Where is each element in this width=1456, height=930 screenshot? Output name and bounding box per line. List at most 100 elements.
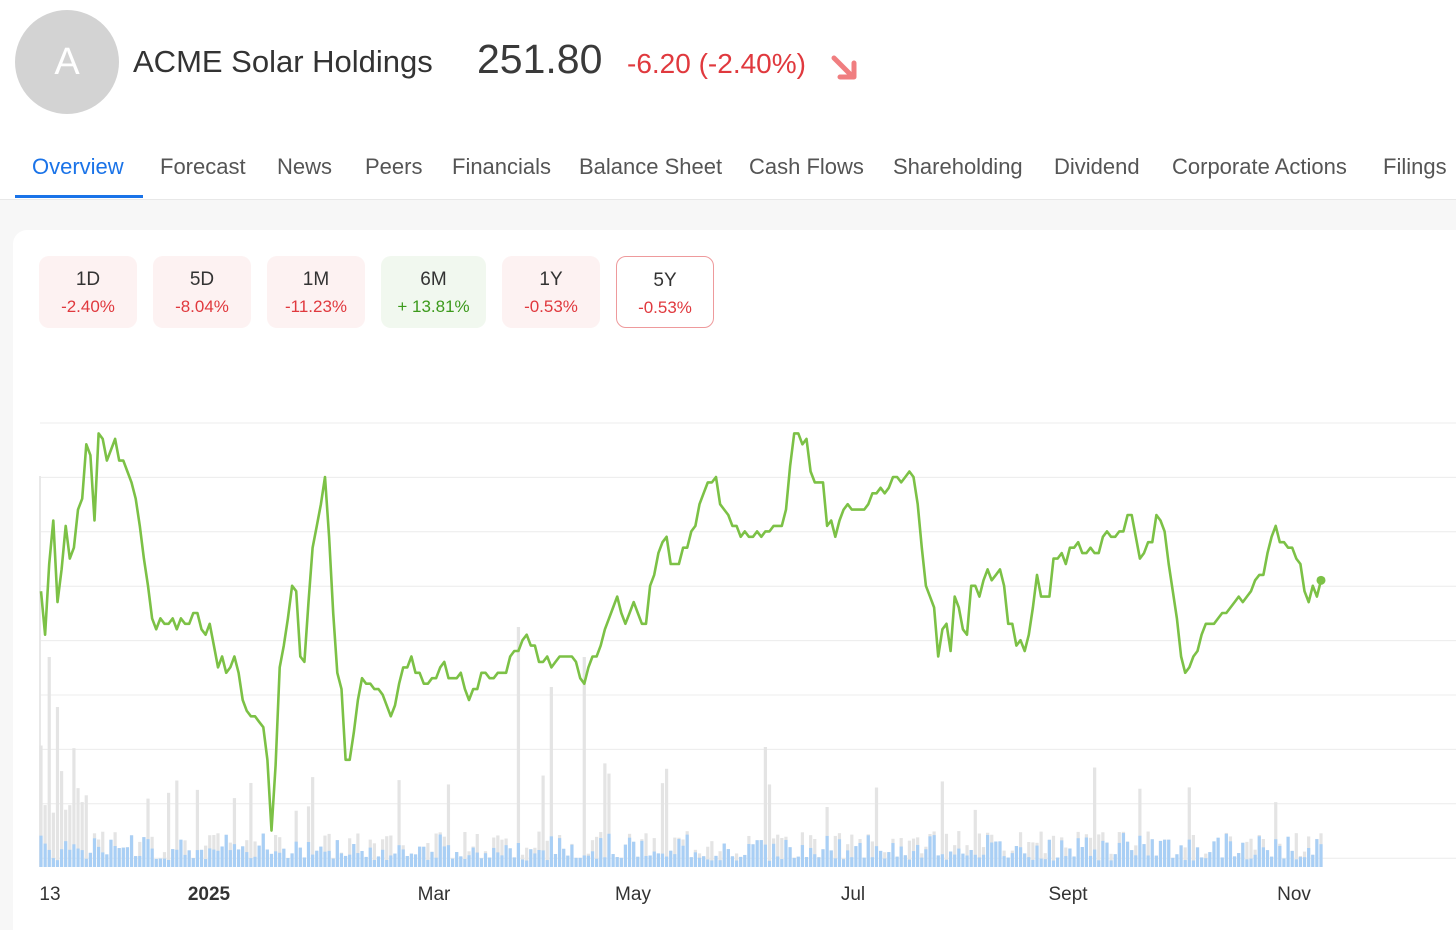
volume-bar-up [833, 858, 837, 867]
volume-bar-up [463, 858, 467, 867]
volume-bar-up [1138, 835, 1142, 867]
volume-bar-up [418, 846, 422, 867]
volume-bar [475, 833, 479, 867]
volume-bar-up [286, 858, 290, 867]
volume-bar-up [55, 860, 60, 867]
volume-bar-up [619, 857, 623, 867]
tab-dividend[interactable]: Dividend [1054, 154, 1140, 179]
tab-financials[interactable]: Financials [452, 154, 552, 179]
period-return: -0.53% [524, 297, 578, 316]
volume-bar-up [1018, 847, 1023, 867]
volume-bar-up [51, 858, 55, 867]
volume-bar-up [669, 850, 673, 867]
volume-bar-up [1245, 859, 1249, 867]
volume-bar-up [84, 858, 88, 867]
volume-bar-up [1055, 857, 1060, 867]
tab-filings[interactable]: Filings [1383, 154, 1447, 179]
volume-bar-up [969, 849, 973, 867]
period-5d-button[interactable]: 5D -8.04% [153, 256, 251, 328]
period-5y-button[interactable]: 5Y -0.53% [616, 256, 714, 328]
x-tick-label: May [615, 884, 651, 905]
volume-bar [195, 789, 199, 867]
volume-bar [541, 775, 545, 867]
volume-bar-up [397, 845, 401, 867]
x-tick-label: 2025 [188, 884, 231, 905]
volume-bar-up [113, 845, 117, 867]
volume-bar-up [175, 849, 179, 867]
volume-bar-up [1167, 839, 1171, 867]
volume-bar-up [1142, 844, 1146, 867]
volume-bar-up [578, 857, 582, 867]
volume-bar-up [953, 854, 957, 867]
tab-peers[interactable]: Peers [365, 154, 423, 179]
tab-shareholding[interactable]: Shareholding [893, 154, 1023, 179]
volume-bar-up [792, 857, 796, 867]
volume-bar-up [891, 843, 895, 867]
volume-bar-up [1200, 857, 1204, 867]
volume-bar-up [829, 850, 833, 867]
volume-bar-up [636, 856, 640, 867]
period-1m-button[interactable]: 1M -11.23% [267, 256, 365, 328]
volume-bar-up [64, 841, 68, 867]
period-1y-button[interactable]: 1Y -0.53% [502, 256, 600, 328]
volume-bar [1039, 831, 1043, 867]
volume-bar-up [319, 846, 323, 867]
volume-bar-up [739, 856, 743, 867]
period-1d-button[interactable]: 1D -2.40% [39, 256, 137, 328]
volume-bar-up [413, 854, 418, 867]
volume-bar-up [59, 849, 64, 867]
tab-balance-sheet[interactable]: Balance Sheet [579, 154, 723, 179]
volume-bar-up [1146, 855, 1150, 867]
volume-bar-up [595, 858, 599, 867]
volume-bar-up [121, 847, 125, 867]
volume-bar-up [389, 855, 393, 867]
volume-bar-up [1241, 842, 1245, 867]
volume-bar [1187, 787, 1191, 867]
volume-bar-up [109, 839, 113, 867]
volume-bar [500, 839, 504, 867]
volume-bar-up [150, 848, 154, 867]
volume-bar-up [372, 859, 376, 867]
volume-bar-up [981, 854, 986, 867]
volume-bar [397, 780, 401, 867]
volume-bar [595, 836, 599, 867]
volume-bar [138, 841, 142, 867]
volume-bar [870, 841, 874, 867]
volume-bar-up [998, 841, 1002, 867]
tab-forecast[interactable]: Forecast [160, 154, 246, 179]
volume-bar-up [632, 841, 636, 867]
volume-bar-up [467, 855, 471, 867]
volume-bar-up [553, 853, 558, 867]
volume-bar [644, 833, 648, 867]
tab-news[interactable]: News [277, 154, 333, 179]
tab-cash-flows[interactable]: Cash Flows [749, 154, 864, 179]
volume-bar [525, 847, 529, 867]
volume-bar [940, 781, 944, 867]
volume-bar-up [1134, 855, 1138, 867]
volume-bar-up [409, 853, 414, 867]
volume-bar-up [438, 834, 442, 867]
volume-bar [1191, 835, 1196, 867]
x-tick-label: Jul [841, 884, 865, 905]
volume-bar-up [323, 851, 327, 867]
period-6m-button[interactable]: 6M + 13.81% [381, 256, 486, 328]
volume-bar-up [767, 860, 772, 867]
volume-bar [327, 833, 331, 867]
volume-bar [101, 831, 105, 867]
volume-bar-up [348, 854, 352, 867]
tab-corporate-actions[interactable]: Corporate Actions [1172, 154, 1347, 179]
volume-bar-up [529, 849, 533, 867]
volume-bar-up [183, 854, 187, 867]
volume-bar [84, 795, 88, 867]
volume-bar-up [895, 856, 899, 867]
volume-bar [1146, 831, 1150, 867]
volume-bar [273, 834, 278, 867]
volume-bar-up [311, 854, 315, 867]
tab-overview[interactable]: Overview [32, 154, 124, 179]
volume-bar-up [1224, 833, 1228, 867]
volume-bar-up [1117, 842, 1121, 867]
volume-bar-up [1039, 858, 1043, 867]
volume-bar-up [907, 859, 912, 867]
volume-bar-up [743, 854, 747, 867]
